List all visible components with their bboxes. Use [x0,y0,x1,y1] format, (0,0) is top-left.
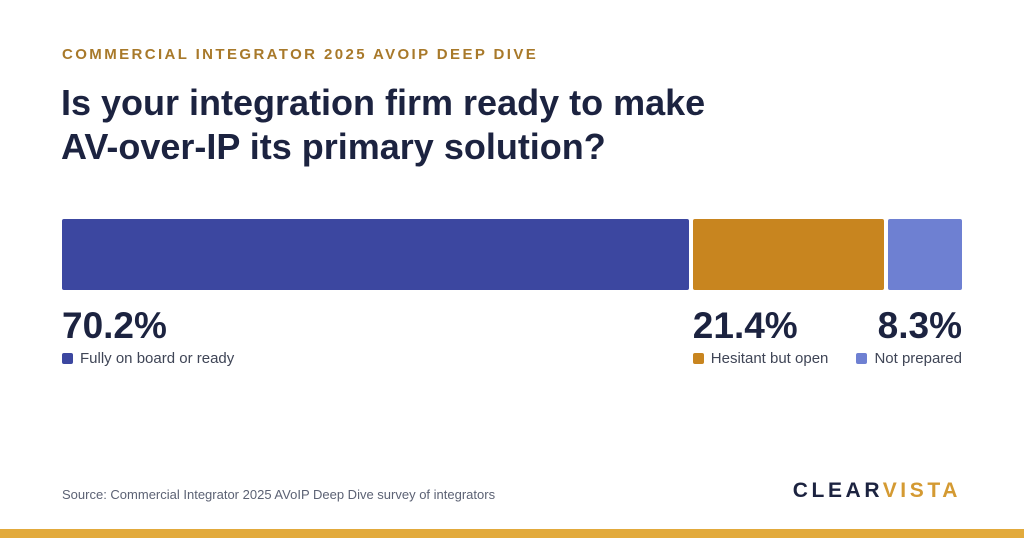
bottom-accent-rule [0,529,1024,538]
source-note: Source: Commercial Integrator 2025 AVoIP… [62,487,496,502]
legend-entry-hesitant: Hesitant but open [692,350,829,368]
bar-segment-hesitant [692,219,884,290]
value-label-hesitant: 21.4% [692,305,798,346]
legend-label-hesitant: Hesitant but open [710,350,829,367]
eyebrow-label: COMMERCIAL INTEGRATOR 2025 AVOIP DEEP DI… [62,46,539,63]
bar-segment-fully-on-board [62,219,689,290]
brand-logo: CLEARVISTA [793,479,961,503]
stat-not-prepared: 8.3% Not prepared [856,304,962,368]
legend-entry-fully-on-board: Fully on board or ready [62,350,234,368]
chart-title: Is your integration firm ready to make A… [61,81,881,169]
stat-fully-on-board: 70.2% Fully on board or ready [62,304,234,368]
chart-title-line-1: Is your integration firm ready to make [61,82,706,123]
bar-segment-not-prepared [887,219,962,290]
stat-hesitant: 21.4% Hesitant but open [692,304,829,368]
value-label-fully-on-board: 70.2% [62,305,167,346]
legend-entry-not-prepared: Not prepared [856,350,962,368]
legend-label-not-prepared: Not prepared [874,350,962,367]
value-label-not-prepared: 8.3% [877,305,962,346]
chart-title-line-2: AV-over-IP its primary solution? [61,126,606,167]
legend-label-fully-on-board: Fully on board or ready [80,350,235,367]
brand-logo-part-2: VISTA [882,479,961,502]
legend-swatch-hesitant [692,353,704,364]
stacked-bar [62,219,962,290]
brand-logo-part-1: CLEAR [792,479,883,502]
legend-swatch-fully-on-board [62,353,73,364]
legend-swatch-not-prepared [856,353,868,364]
